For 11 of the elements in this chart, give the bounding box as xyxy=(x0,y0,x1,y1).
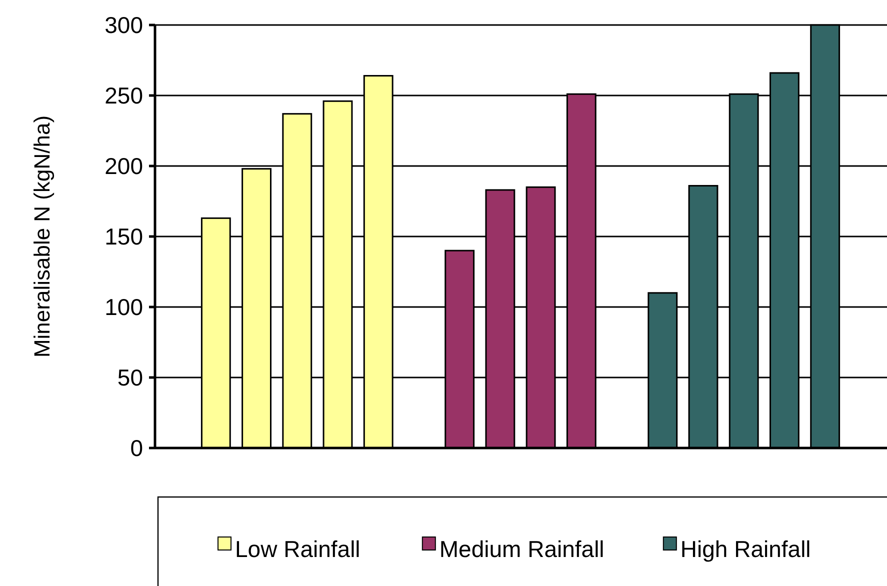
y-tick-label: 250 xyxy=(104,82,143,109)
legend-label: Low Rainfall xyxy=(235,536,360,562)
y-axis-title: Mineralisable N (kgN/ha) xyxy=(30,115,55,358)
y-tick-label: 100 xyxy=(104,294,143,320)
legend-label: High Rainfall xyxy=(680,536,811,562)
y-tick-label: 150 xyxy=(104,224,143,250)
legend-label: Medium Rainfall xyxy=(439,536,604,562)
y-tick-label: 50 xyxy=(117,364,143,391)
y-tick-label: 0 xyxy=(130,435,143,462)
y-tick-label: 200 xyxy=(104,153,143,180)
y-tick-label: 300 xyxy=(104,12,143,38)
